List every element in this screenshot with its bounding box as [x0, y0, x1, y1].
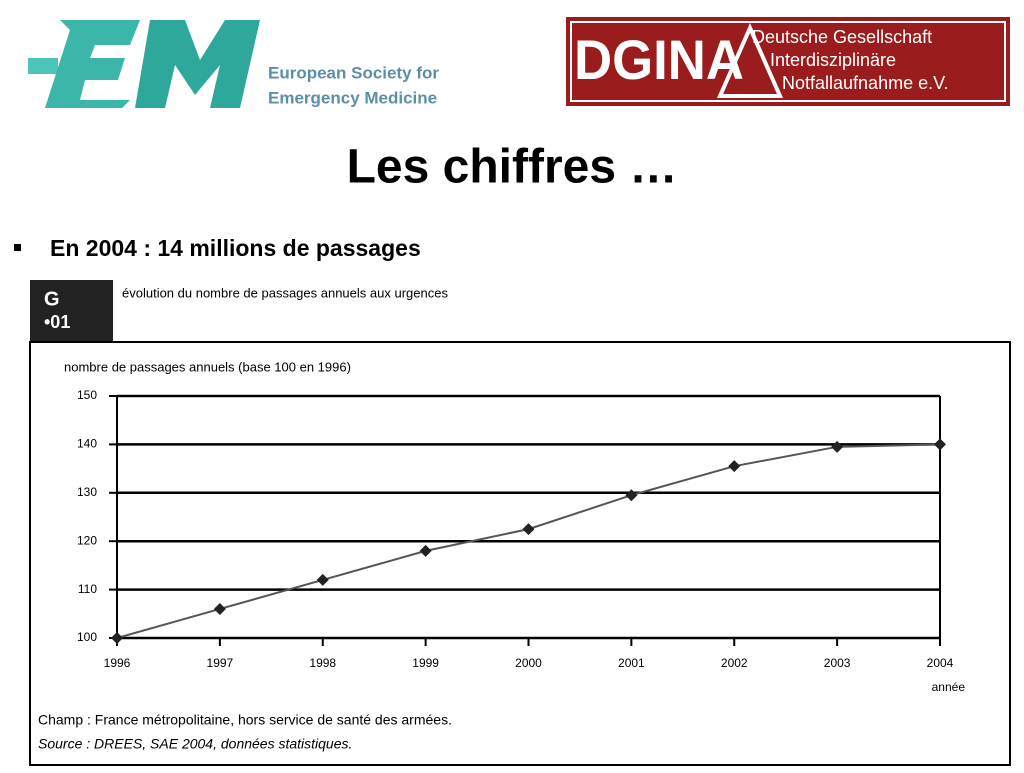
logo-shape [135, 20, 260, 108]
x-tick-label: 1996 [104, 656, 131, 670]
y-tick-label: 150 [77, 388, 97, 402]
bullet-text: En 2004 : 14 millions de passages [50, 235, 421, 261]
figure-caption: évolution du nombre de passages annuels … [122, 285, 448, 300]
x-tick-label: 2002 [721, 656, 748, 670]
data-point [831, 440, 844, 453]
data-point [316, 573, 329, 586]
logo-shape [45, 20, 140, 108]
data-point [934, 438, 946, 451]
figure-frame [29, 341, 1011, 766]
logo-text: Interdisziplinäre [770, 50, 896, 70]
dgina-logo: DGINA Deutsche Gesellschaft Interdiszipl… [566, 17, 1010, 106]
figure-note: Champ : France métropolitaine, hors serv… [38, 712, 452, 728]
x-tick-label: 1998 [309, 656, 336, 670]
figure-label: •01 [44, 312, 70, 332]
x-tick-label: 2003 [824, 656, 851, 670]
figure-label-box [30, 280, 113, 342]
x-tick-label: 1997 [207, 656, 234, 670]
slide-title: Les chiffres … [347, 141, 678, 194]
logo-text: Notfallaufnahme e.V. [782, 73, 948, 93]
logo-border [570, 21, 1006, 102]
logo-text: Deutsche Gesellschaft [752, 27, 932, 47]
logo-text: European Society for [268, 63, 439, 82]
data-point [625, 489, 638, 502]
figure-note: Source : DREES, SAE 2004, données statis… [38, 736, 352, 752]
data-point [522, 523, 535, 536]
data-point [419, 544, 432, 557]
y-tick-label: 100 [77, 630, 97, 644]
y-tick-label: 130 [77, 485, 97, 499]
logo-text: DGINA [574, 28, 744, 91]
x-tick-label: 1999 [412, 656, 439, 670]
bullet-marker [14, 244, 21, 251]
esem-logo: European Society for Emergency Medicine [28, 20, 439, 108]
figure-label: G [44, 288, 60, 310]
data-point [728, 460, 741, 473]
logo-text: Emergency Medicine [268, 88, 437, 107]
logo-shape [28, 58, 58, 74]
x-tick-label: 2000 [515, 656, 542, 670]
y-tick-label: 140 [77, 437, 97, 451]
x-axis-label: année [932, 680, 966, 694]
logo-shape [716, 23, 784, 98]
chart-subtitle: nombre de passages annuels (base 100 en … [64, 359, 351, 374]
x-tick-label: 2004 [927, 656, 954, 670]
y-tick-label: 120 [77, 533, 97, 547]
y-tick-label: 110 [78, 582, 97, 596]
logo-box [566, 17, 1010, 106]
data-point [111, 632, 123, 644]
x-tick-label: 2001 [618, 656, 645, 670]
data-point [213, 602, 226, 615]
